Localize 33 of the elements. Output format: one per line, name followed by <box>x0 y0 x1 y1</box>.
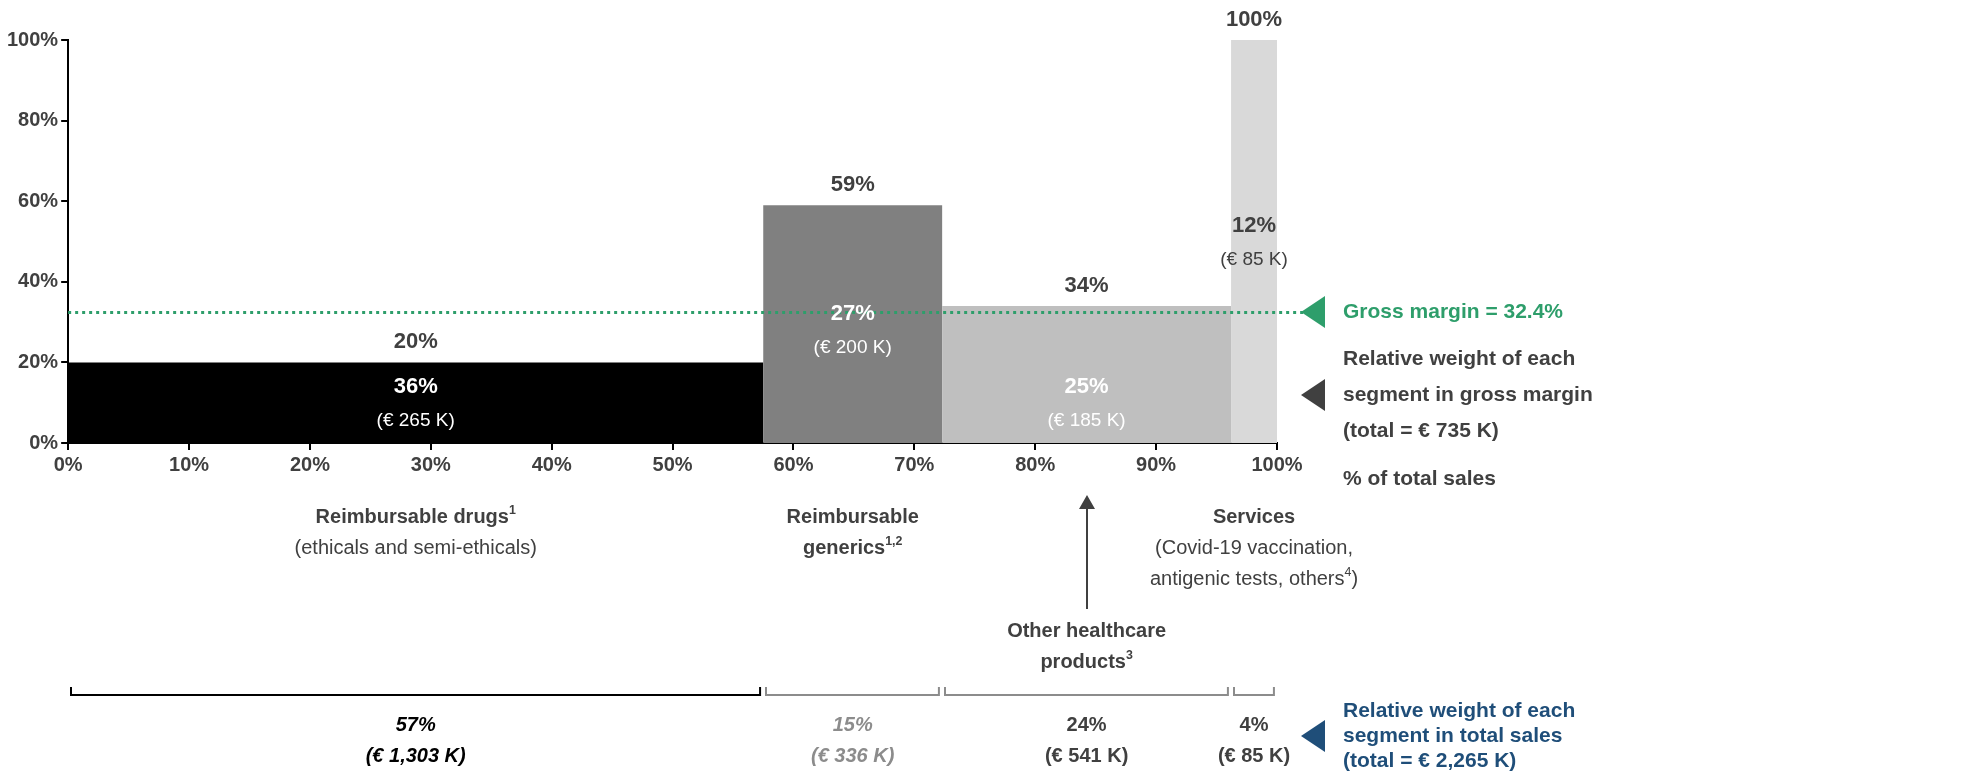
x-tick-label: 60% <box>773 452 814 475</box>
data-label: 34% <box>1064 272 1109 298</box>
x-tick-label: 20% <box>289 452 331 475</box>
text: 24% (€ 541 K) <box>1044 712 1129 766</box>
y-tick-label: 0% <box>29 430 59 453</box>
x-tick-label: 50% <box>652 452 693 475</box>
x-tick-label: 70% <box>894 452 935 475</box>
data-label: 100% <box>1225 6 1283 32</box>
y-tick-label: 40% <box>18 269 59 292</box>
y-tick-label: 60% <box>18 188 59 211</box>
x-tick-label: 80% <box>1015 452 1056 475</box>
text: 15% (€ 336 K) <box>811 712 895 766</box>
data-label: 20% <box>393 328 438 354</box>
annotation: 25% (€ 185 K) <box>1047 372 1126 430</box>
x-tick-label: 0% <box>53 452 83 475</box>
annotation: 12% (€ 85 K) <box>1220 211 1288 269</box>
annotation: 27% (€ 200 K) <box>813 300 892 358</box>
x-tick-label: 100% <box>1251 452 1303 475</box>
x-axis-title: % of total sales <box>1343 465 1496 489</box>
text: 4% (€ 85 K) <box>1217 712 1291 766</box>
ref-line-label: Gross margin = 32.4% <box>1343 299 1564 323</box>
y-tick-label: 100% <box>7 27 59 50</box>
x-tick-label: 40% <box>531 452 572 475</box>
x-tick-label: 30% <box>410 452 452 475</box>
y-tick-label: 20% <box>18 349 59 372</box>
x-tick-label: 90% <box>1136 452 1177 475</box>
annotation: 36% (€ 265 K) <box>376 372 455 430</box>
text: 57% (€ 1,303 K) <box>365 712 467 766</box>
text: Relative weight of each segment in total sales (total = € 2,265 K) <box>1343 697 1576 771</box>
text: Relative weight of each segment in gross margin (total = € 735 K) <box>1343 345 1593 441</box>
data-label: 59% <box>830 171 875 197</box>
y-tick-label: 80% <box>18 108 59 131</box>
x-tick-label: 10% <box>169 452 210 475</box>
